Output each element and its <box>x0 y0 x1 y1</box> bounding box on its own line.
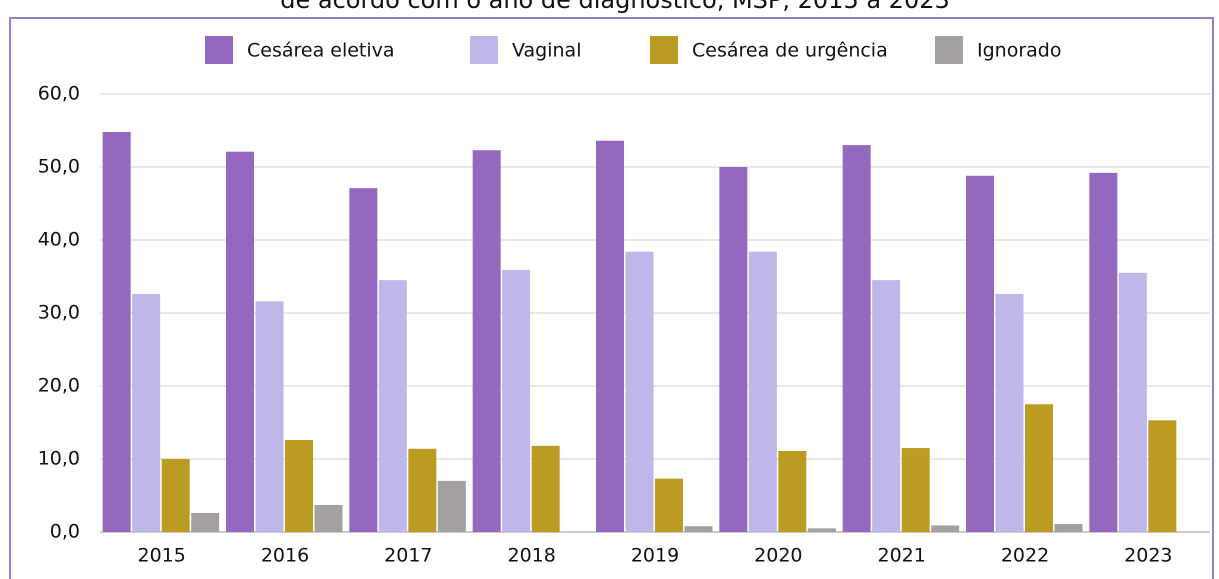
y-tick-label: 30,0 <box>38 302 80 324</box>
legend-swatch <box>935 36 963 64</box>
legend-swatch <box>470 36 498 64</box>
chart-title: de acordo com o ano de diagnóstico, MSP,… <box>280 0 950 14</box>
bar <box>1148 420 1177 532</box>
bar <box>995 294 1024 532</box>
bar <box>531 445 560 532</box>
bar <box>931 525 960 532</box>
bar <box>161 459 190 532</box>
legend-swatch <box>650 36 678 64</box>
y-tick-label: 10,0 <box>38 448 80 470</box>
bar <box>378 280 407 532</box>
legend-label: Cesárea de urgência <box>692 40 888 62</box>
bar <box>102 131 131 532</box>
y-tick-label: 60,0 <box>38 83 80 105</box>
bar <box>1054 523 1083 532</box>
y-tick-label: 0,0 <box>50 521 80 543</box>
legend-label: Cesárea eletiva <box>247 40 395 62</box>
legend-label: Vaginal <box>512 40 581 62</box>
bar <box>748 251 777 532</box>
bar <box>778 450 807 532</box>
bar <box>502 269 531 532</box>
x-tick-label: 2023 <box>1124 545 1172 567</box>
y-tick-label: 50,0 <box>38 156 80 178</box>
bar <box>472 150 501 532</box>
y-tick-label: 40,0 <box>38 229 80 251</box>
bar <box>191 513 220 532</box>
x-tick-label: 2021 <box>877 545 925 567</box>
x-tick-label: 2022 <box>1001 545 1049 567</box>
bar <box>842 145 871 532</box>
x-tick-label: 2020 <box>754 545 802 567</box>
legend-swatch <box>205 36 233 64</box>
bar <box>596 140 624 532</box>
bar <box>437 480 466 532</box>
bar <box>408 448 437 532</box>
bar <box>655 478 683 532</box>
bar <box>349 188 378 533</box>
legend-label: Ignorado <box>977 40 1061 62</box>
bar <box>314 504 343 532</box>
bar <box>966 175 994 532</box>
x-tick-label: 2015 <box>137 545 185 567</box>
bar <box>1118 272 1147 532</box>
x-tick-label: 2016 <box>261 545 309 567</box>
bar <box>285 440 313 532</box>
bar <box>226 151 254 533</box>
bar <box>807 528 836 532</box>
bar <box>255 301 284 532</box>
x-tick-label: 2018 <box>507 545 555 567</box>
bar <box>872 280 901 532</box>
x-tick-label: 2019 <box>631 545 679 567</box>
bar <box>684 526 713 532</box>
bar <box>625 251 654 532</box>
x-tick-label: 2017 <box>384 545 432 567</box>
bar <box>132 294 161 532</box>
chart-frame <box>9 17 1214 579</box>
bar <box>1025 404 1053 532</box>
bar <box>901 448 930 532</box>
y-tick-label: 20,0 <box>38 375 80 397</box>
bar <box>719 167 748 532</box>
bar <box>1089 172 1118 532</box>
